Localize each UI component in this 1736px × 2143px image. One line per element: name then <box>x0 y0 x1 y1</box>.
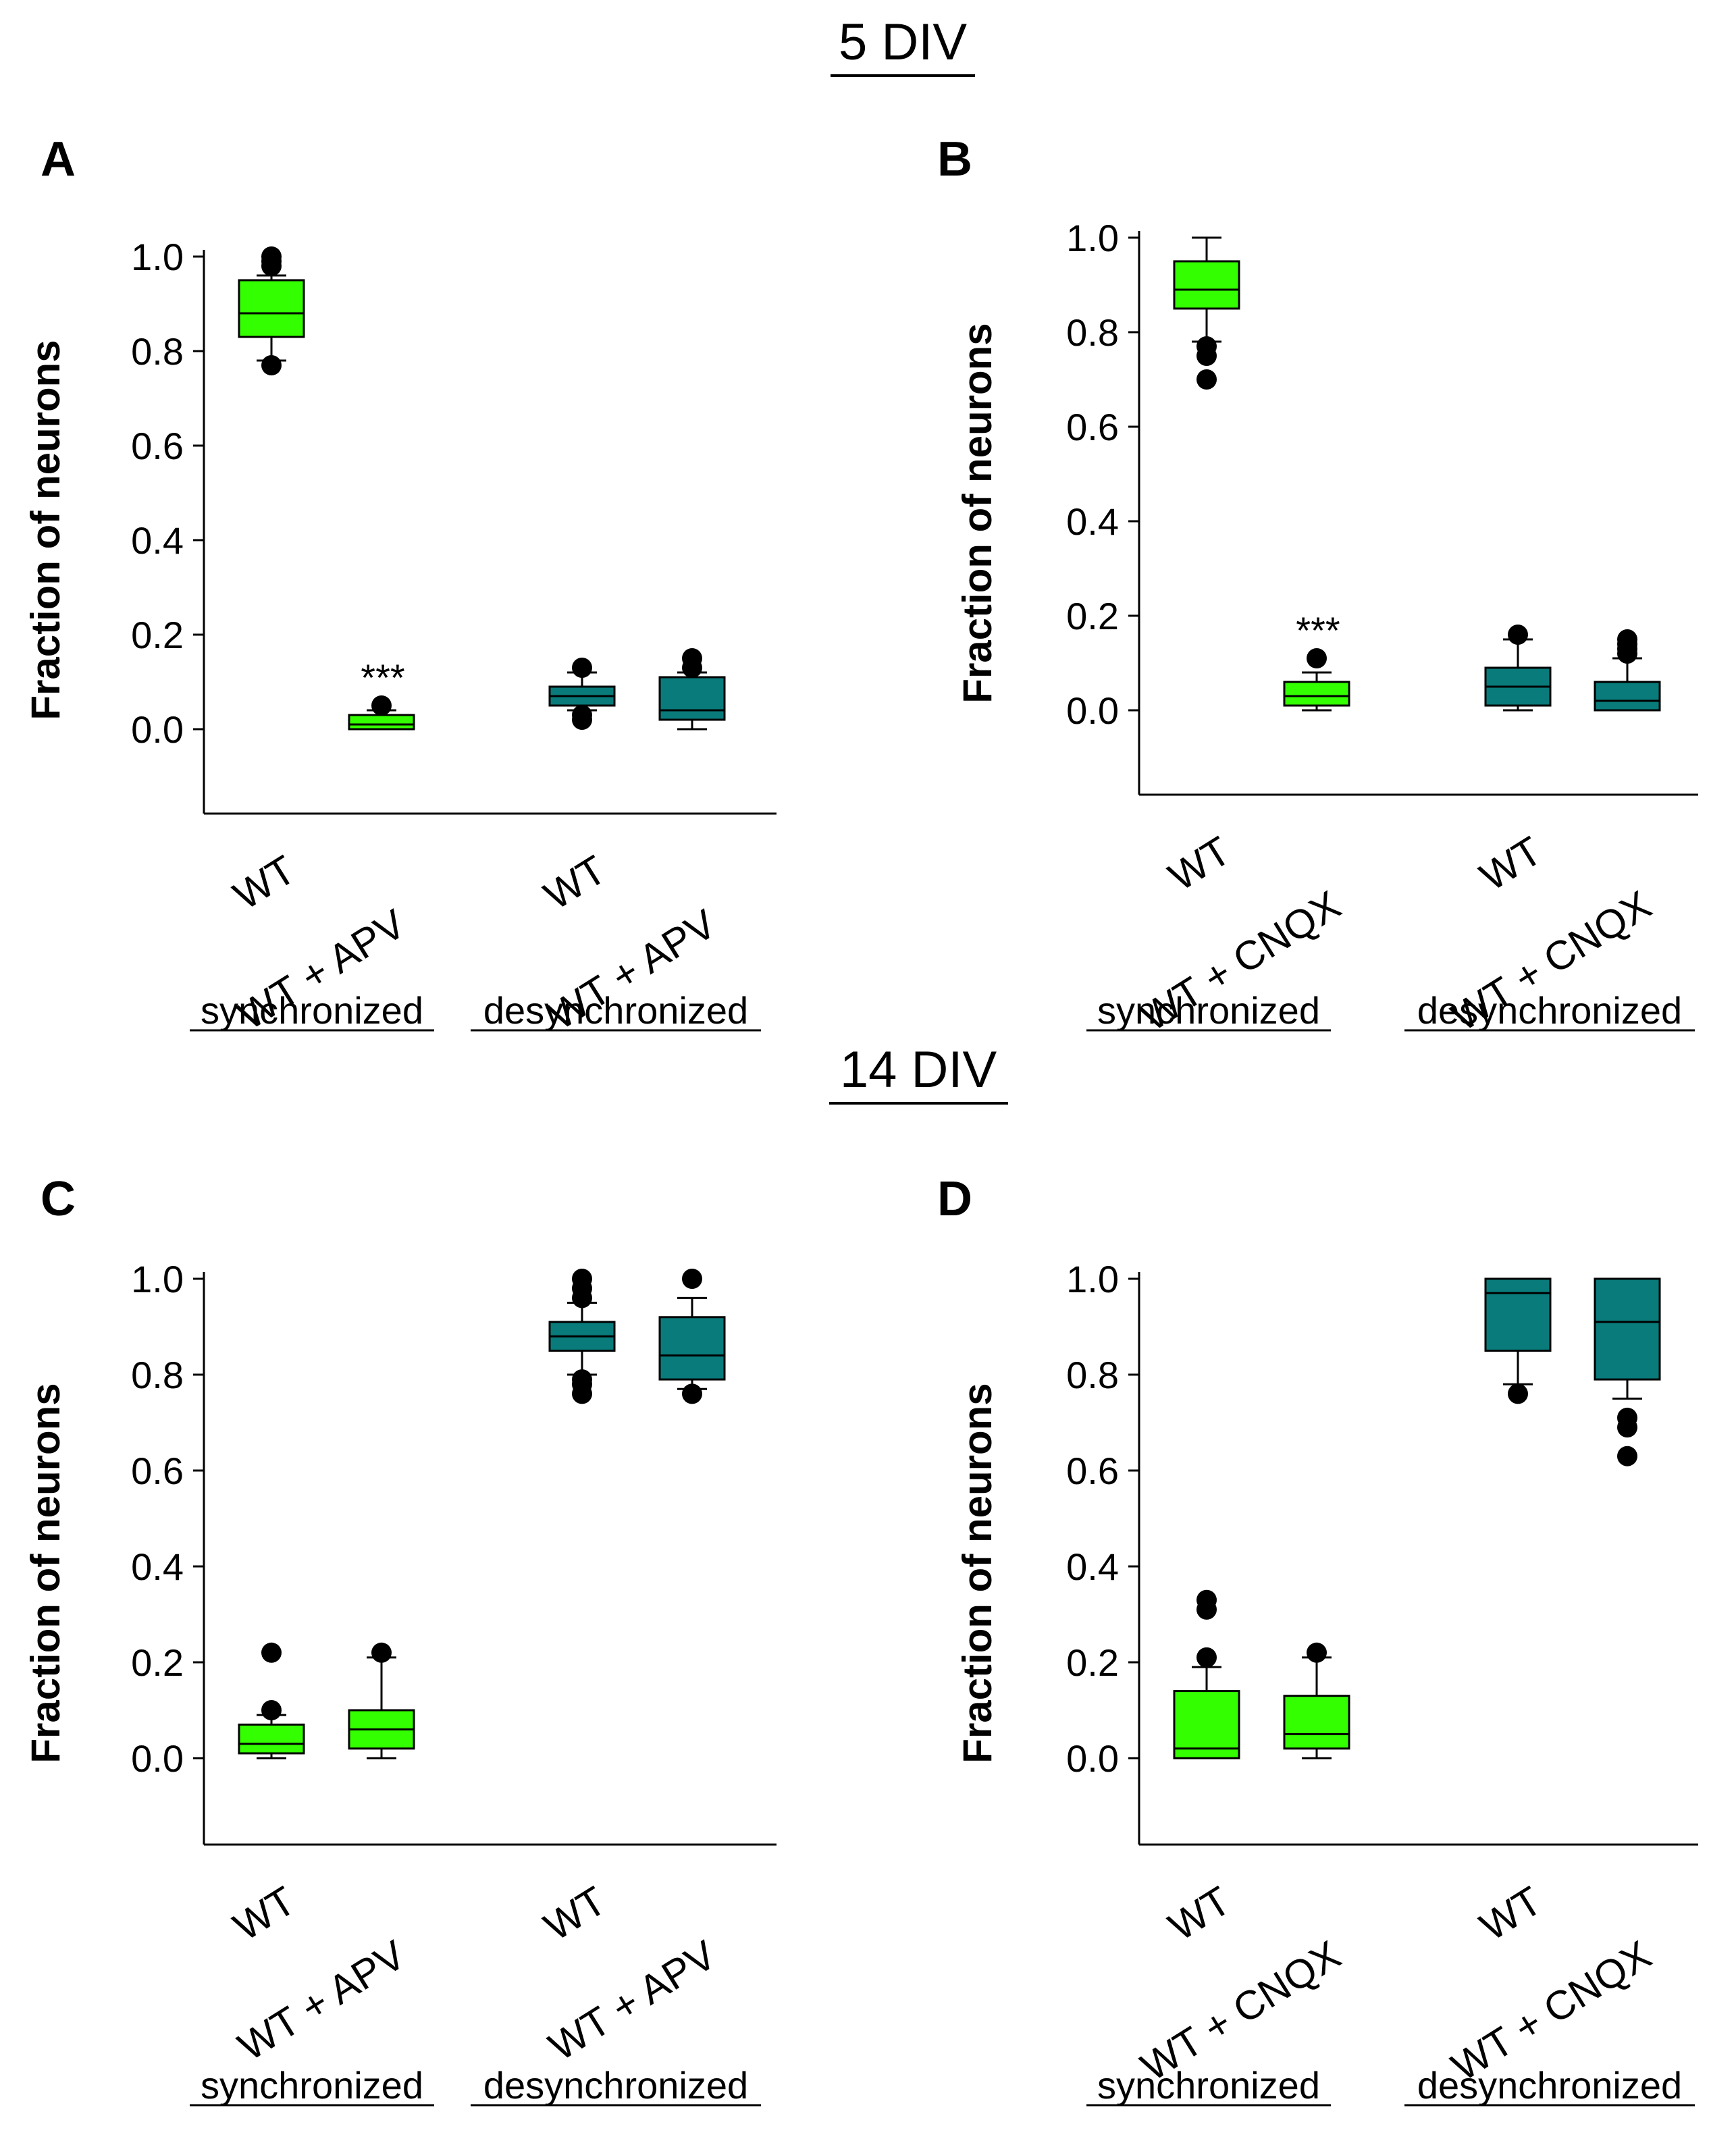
y-tick-label: 0.2 <box>1066 595 1119 637</box>
panel-letter: C <box>41 1172 76 1226</box>
significance-label: *** <box>1296 609 1340 652</box>
outlier-point <box>261 355 282 375</box>
y-tick-label: 0.4 <box>1066 1545 1119 1588</box>
outlier-point <box>1196 1647 1217 1668</box>
box-iqr <box>1173 1690 1240 1760</box>
y-tick-label: 0.2 <box>131 614 184 656</box>
outlier-point <box>261 1700 282 1720</box>
y-tick-label: 0.4 <box>1066 500 1119 543</box>
outlier-point <box>261 1642 282 1663</box>
y-tick-label: 0.8 <box>1066 311 1119 354</box>
y-axis-title: Fraction of neurons <box>955 1383 1000 1763</box>
outlier-point <box>572 1288 592 1308</box>
y-tick-label: 1.0 <box>1066 1258 1119 1300</box>
box-iqr <box>238 279 305 338</box>
y-tick-label: 1.0 <box>131 236 184 278</box>
box-iqr <box>1594 681 1661 712</box>
group-label-desynchronized: desynchronized <box>1417 2064 1682 2107</box>
box-iqr <box>238 1723 305 1755</box>
outlier-point <box>572 705 592 725</box>
outlier-point <box>371 695 392 716</box>
outlier-point <box>682 1269 702 1289</box>
outlier-point <box>1196 1599 1217 1620</box>
y-tick-label: 0.4 <box>131 1545 184 1588</box>
outlier-point <box>1196 346 1217 366</box>
y-tick-label: 0.8 <box>131 330 184 373</box>
box-iqr <box>1484 1277 1552 1352</box>
y-tick-label: 0.4 <box>131 519 184 562</box>
y-tick-label: 1.0 <box>131 1258 184 1300</box>
y-tick-label: 0.0 <box>1066 1737 1119 1780</box>
section-title-5-div: 5 DIV <box>839 14 967 71</box>
outlier-point <box>1617 1417 1637 1438</box>
group-label-desynchronized: desynchronized <box>1417 989 1682 1032</box>
panel-letter: B <box>937 132 972 186</box>
y-tick-label: 0.0 <box>131 708 184 751</box>
outlier-point <box>1508 625 1528 645</box>
y-tick-label: 0.6 <box>131 1450 184 1492</box>
group-label-synchronized: synchronized <box>1097 989 1320 1032</box>
outlier-point <box>572 1383 592 1404</box>
section-title-14-div: 14 DIV <box>840 1041 997 1099</box>
y-tick-label: 0.6 <box>1066 1450 1119 1492</box>
y-tick-label: 0.6 <box>131 425 184 467</box>
panel-letter: D <box>937 1172 972 1226</box>
group-label-synchronized: synchronized <box>201 2064 423 2107</box>
box-iqr <box>1283 1695 1350 1750</box>
group-label-desynchronized: desynchronized <box>483 989 748 1032</box>
box-iqr <box>1283 681 1350 707</box>
y-axis-title: Fraction of neurons <box>23 1383 68 1763</box>
y-tick-label: 0.0 <box>1066 689 1119 732</box>
y-tick-label: 0.8 <box>1066 1354 1119 1396</box>
box-iqr <box>1594 1277 1661 1381</box>
y-tick-label: 0.6 <box>1066 406 1119 448</box>
outlier-point <box>1307 1642 1327 1663</box>
group-label-desynchronized: desynchronized <box>483 2064 748 2107</box>
outlier-point <box>1196 369 1217 390</box>
y-axis-title: Fraction of neurons <box>23 340 68 720</box>
outlier-point <box>1508 1383 1528 1404</box>
outlier-point <box>682 658 702 678</box>
significance-label: *** <box>361 656 404 699</box>
y-tick-label: 0.2 <box>131 1641 184 1684</box>
outlier-point <box>1617 643 1637 664</box>
box-iqr <box>658 676 726 721</box>
panel-letter: A <box>41 132 76 186</box>
outlier-point <box>1307 648 1327 668</box>
box-iqr <box>1173 260 1240 310</box>
y-axis-title: Fraction of neurons <box>955 323 1000 703</box>
group-label-synchronized: synchronized <box>201 989 423 1032</box>
box-iqr <box>348 714 415 731</box>
group-label-synchronized: synchronized <box>1097 2064 1320 2107</box>
outlier-point <box>682 1383 702 1404</box>
y-tick-label: 0.8 <box>131 1354 184 1396</box>
outlier-point <box>1617 1446 1637 1466</box>
outlier-point <box>572 658 592 678</box>
box-iqr <box>658 1316 726 1381</box>
y-tick-label: 0.2 <box>1066 1641 1119 1684</box>
y-tick-label: 0.0 <box>131 1737 184 1780</box>
outlier-point <box>371 1642 392 1663</box>
y-tick-label: 1.0 <box>1066 217 1119 259</box>
outlier-point <box>261 256 282 276</box>
